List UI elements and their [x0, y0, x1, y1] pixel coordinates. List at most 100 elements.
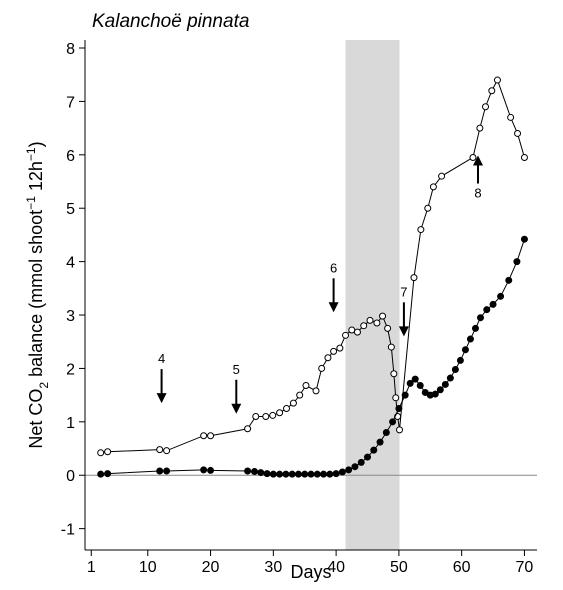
data-point [364, 453, 371, 461]
data-point [441, 380, 449, 388]
data-point [514, 129, 522, 137]
data-point [513, 258, 521, 266]
data-point [396, 426, 404, 434]
data-point [283, 404, 291, 412]
data-point [471, 324, 479, 332]
data-point [318, 364, 326, 372]
data-point [320, 470, 328, 478]
data-point [353, 328, 361, 336]
data-point [417, 226, 425, 234]
x-axis-label: Days [290, 562, 331, 582]
data-point [252, 412, 260, 420]
data-point [360, 322, 368, 330]
data-point [357, 458, 365, 466]
data-point [276, 470, 284, 478]
data-point [366, 316, 374, 324]
data-point [376, 438, 384, 446]
y-tick-label: 8 [66, 41, 75, 58]
data-point [200, 466, 208, 474]
data-point [382, 429, 390, 437]
y-tick-label: -1 [61, 522, 75, 539]
data-point [330, 347, 338, 355]
annotation-arrowhead [472, 155, 483, 166]
series-line [100, 78, 525, 454]
x-tick-label: 30 [264, 559, 282, 576]
annotation-label: 6 [330, 260, 337, 275]
y-axis-label: Net CO2 balance (mmol shoot−1 12h−1) [24, 141, 51, 448]
data-point [482, 103, 490, 111]
data-point [312, 387, 320, 395]
data-point [269, 411, 277, 419]
data-point [456, 356, 464, 364]
data-point [489, 300, 497, 308]
annotation-arrowhead [398, 326, 409, 337]
data-point [326, 470, 334, 478]
data-point [207, 466, 215, 474]
data-point [163, 447, 171, 455]
annotation-label: 7 [400, 284, 407, 299]
data-point [163, 467, 171, 475]
x-tick-label: 10 [139, 559, 157, 576]
data-point [263, 470, 271, 478]
data-point [262, 412, 270, 420]
data-point [342, 331, 350, 339]
data-point [520, 235, 528, 243]
x-tick-label: 40 [327, 559, 345, 576]
data-point [411, 375, 419, 383]
annotation-label: 4 [158, 351, 165, 366]
data-point [294, 470, 302, 478]
data-point [461, 346, 469, 354]
x-tick-label: 20 [202, 559, 220, 576]
data-point [97, 449, 105, 457]
data-point [493, 76, 501, 84]
data-point [104, 448, 112, 456]
chart-title: Kalanchoë pinnata [92, 11, 249, 32]
y-tick-label: 7 [66, 94, 75, 111]
data-point [269, 470, 277, 478]
x-tick-label: 1 [87, 559, 96, 576]
x-tick-label: 70 [516, 559, 534, 576]
data-point [251, 467, 258, 475]
data-point [476, 124, 484, 132]
y-tick-label: 2 [66, 361, 75, 378]
data-point [436, 386, 444, 394]
data-point [401, 391, 409, 399]
data-point [257, 469, 265, 477]
data-point [387, 343, 395, 351]
data-point [505, 276, 513, 284]
data-point [338, 468, 346, 476]
data-point [97, 470, 105, 478]
annotation-label: 5 [233, 362, 240, 377]
data-point [416, 382, 424, 390]
data-point [379, 312, 387, 320]
data-point [410, 274, 418, 282]
data-point [520, 153, 528, 161]
data-point [282, 470, 290, 478]
data-point [276, 409, 284, 417]
data-point [483, 306, 491, 314]
data-point [469, 153, 477, 161]
data-point [244, 467, 252, 475]
data-point [438, 172, 446, 180]
data-point [431, 390, 439, 398]
data-point [345, 466, 353, 474]
data-point [351, 463, 359, 471]
data-point [336, 344, 344, 352]
data-point [392, 394, 400, 402]
data-point [446, 374, 454, 382]
data-point [384, 324, 392, 332]
y-tick-label: 0 [66, 468, 75, 485]
annotation-arrowhead [231, 403, 242, 414]
y-tick-label: 6 [66, 148, 75, 165]
data-point [488, 87, 496, 95]
annotation-arrowhead [328, 302, 339, 313]
data-point [370, 446, 378, 454]
data-point [373, 319, 381, 327]
data-point [497, 292, 505, 300]
data-point [332, 470, 340, 478]
annotation-label: 8 [474, 186, 481, 201]
data-point [507, 113, 515, 121]
data-point [424, 204, 432, 212]
data-point [104, 470, 112, 478]
